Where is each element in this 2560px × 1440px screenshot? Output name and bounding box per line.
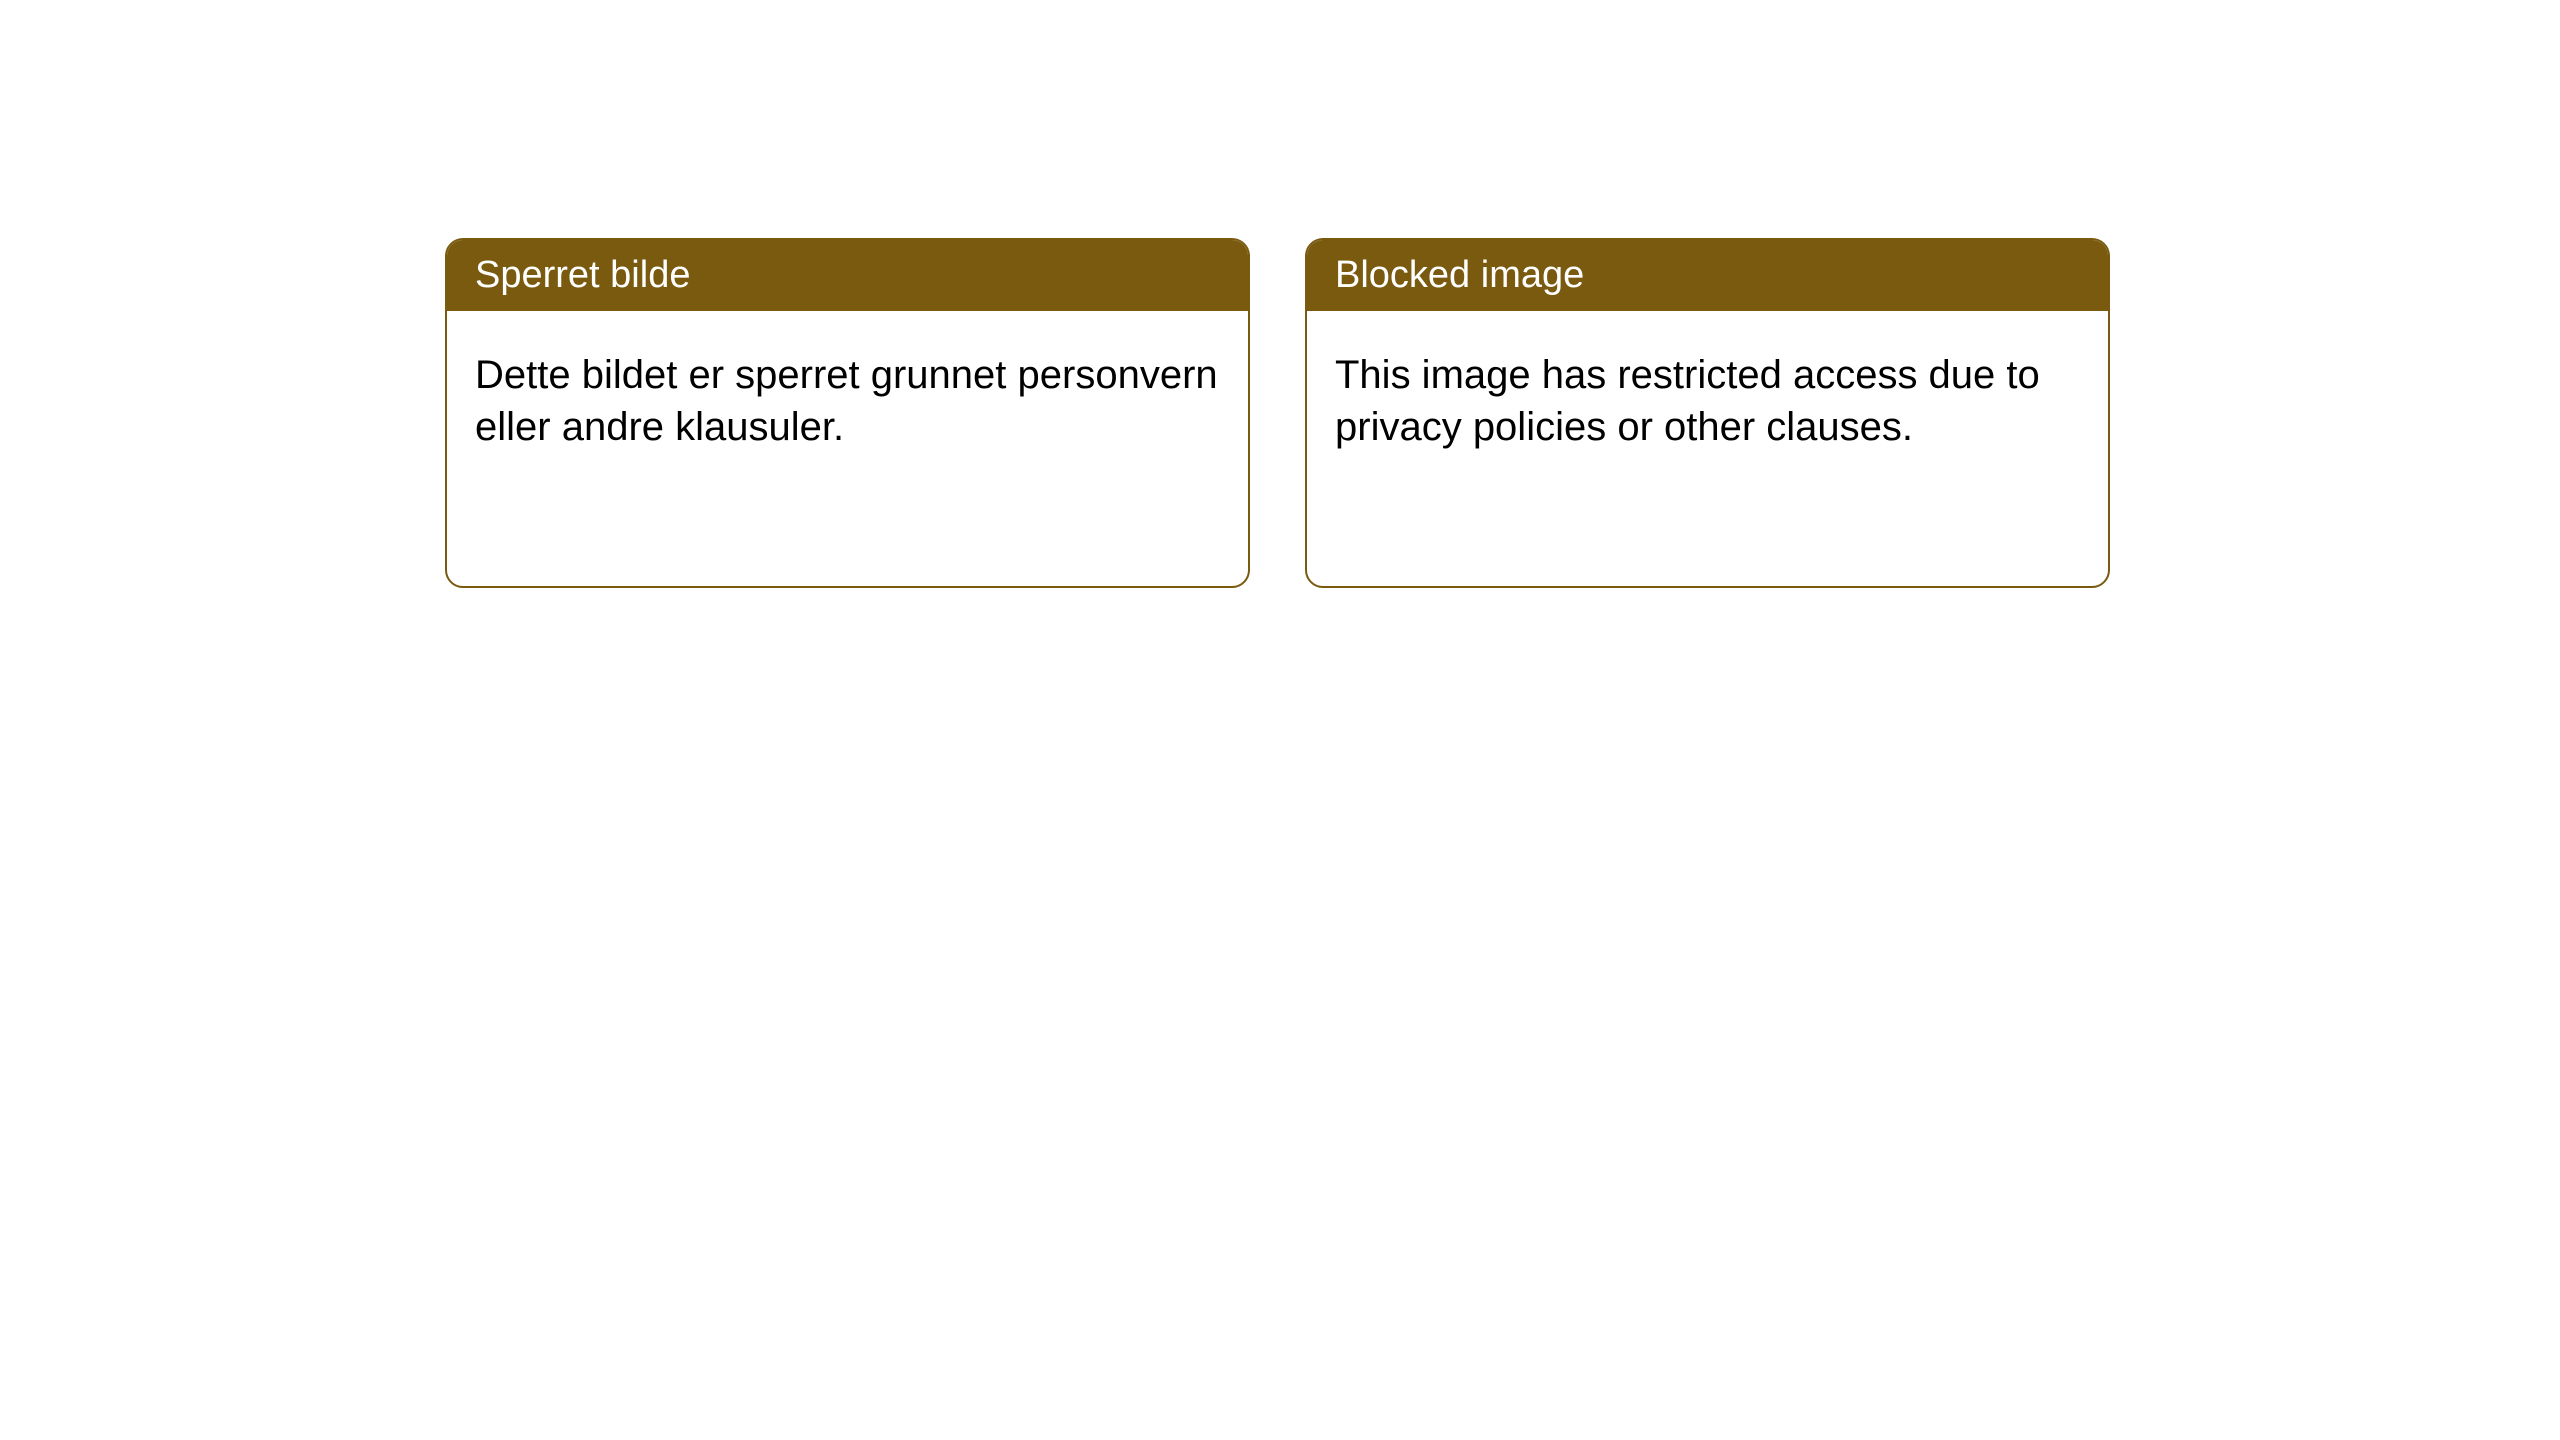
notice-header: Sperret bilde	[447, 240, 1248, 311]
notice-header: Blocked image	[1307, 240, 2108, 311]
notice-body: Dette bildet er sperret grunnet personve…	[447, 311, 1248, 586]
notice-body: This image has restricted access due to …	[1307, 311, 2108, 586]
notice-container: Sperret bilde Dette bildet er sperret gr…	[0, 0, 2560, 588]
notice-card-norwegian: Sperret bilde Dette bildet er sperret gr…	[445, 238, 1250, 588]
notice-card-english: Blocked image This image has restricted …	[1305, 238, 2110, 588]
